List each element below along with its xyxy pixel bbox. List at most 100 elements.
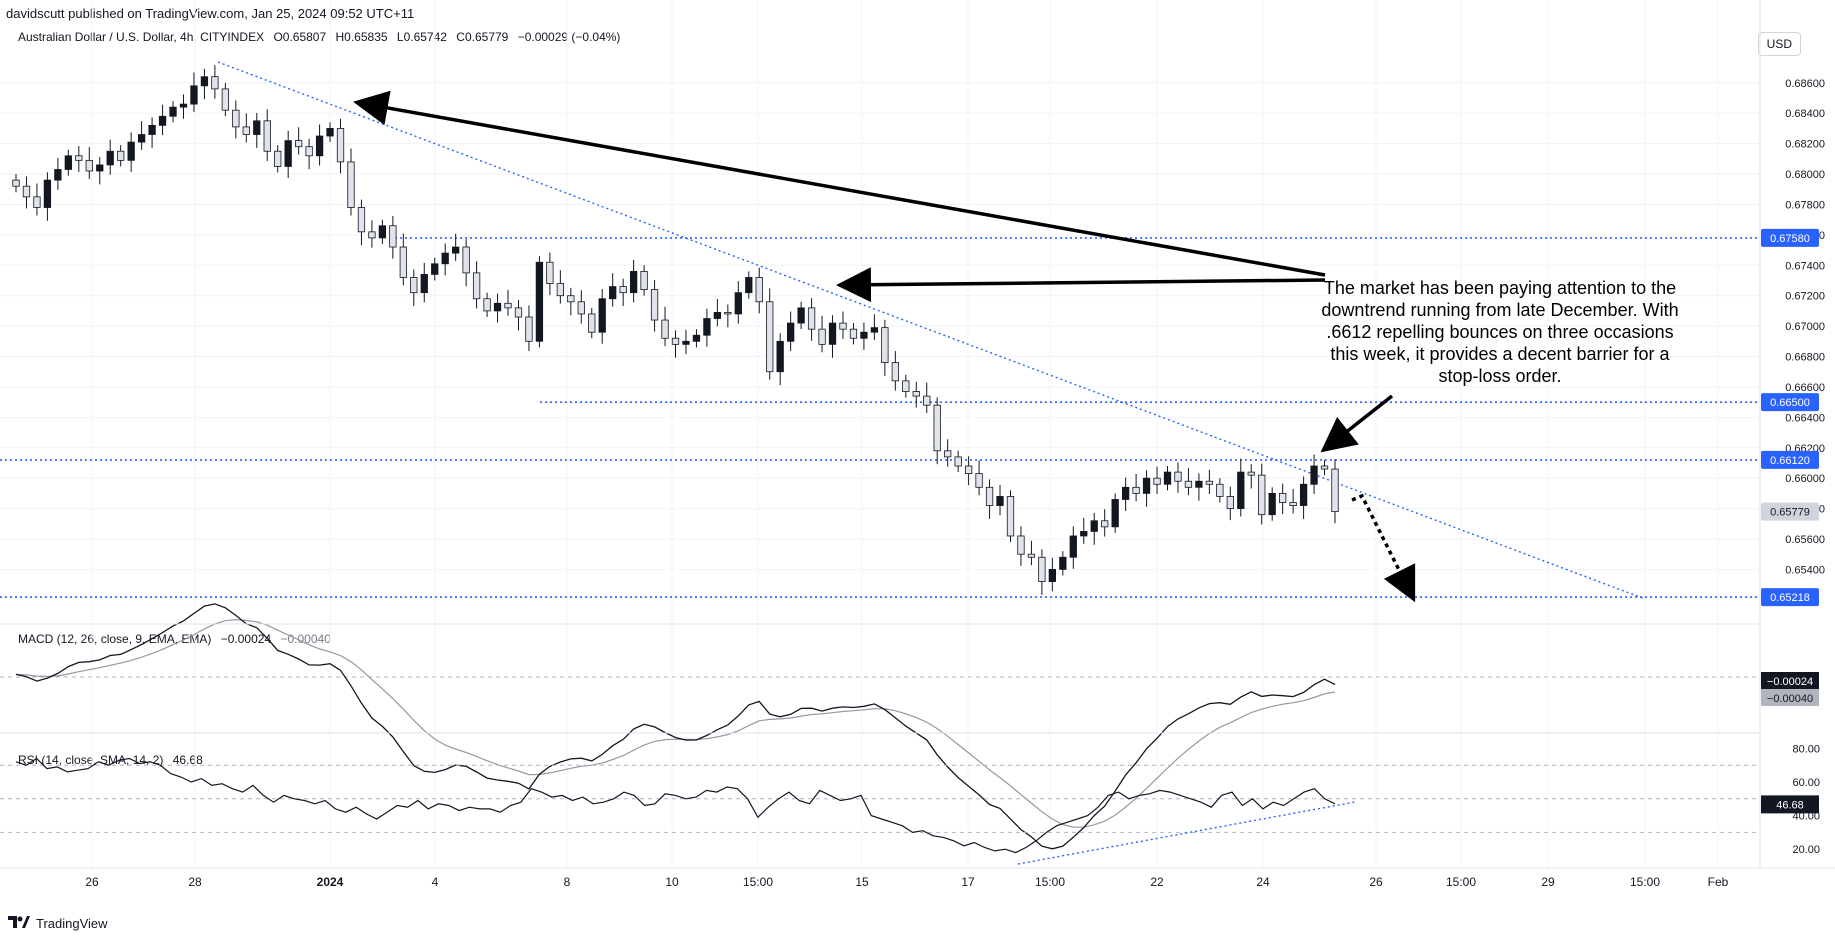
candle-body <box>598 298 606 333</box>
candle-body <box>755 277 763 303</box>
candle-body <box>347 161 355 208</box>
candle-body <box>357 207 366 233</box>
level-label: 0.66120 <box>1770 455 1810 467</box>
candle-body <box>117 150 125 161</box>
macd-axis-value: −0.00024 <box>1767 676 1813 688</box>
price-tick: 0.68000 <box>1785 169 1825 181</box>
time-tick: 15:00 <box>1630 875 1660 889</box>
time-tick: 24 <box>1256 875 1270 889</box>
chart-canvas[interactable]: 0.686000.684000.682000.680000.678000.676… <box>0 0 1835 900</box>
candle-body <box>1310 465 1318 485</box>
candle-body <box>1299 483 1308 506</box>
candle-body <box>43 179 52 208</box>
candle-body <box>1111 499 1119 528</box>
candle-body <box>1226 496 1234 509</box>
candle-body <box>1080 531 1088 537</box>
candle-body <box>462 246 470 274</box>
candle-body <box>137 134 146 143</box>
candle-body <box>1205 480 1214 485</box>
candle-body <box>389 225 397 248</box>
macd-signal-line <box>15 618 1336 828</box>
symbol-name[interactable]: Australian Dollar / U.S. Dollar, 4h, CIT… <box>18 30 265 44</box>
macd-legend: MACD (12, 26, close, 9, EMA, EMA) −0.000… <box>18 632 331 646</box>
rsi-axis-value: 46.68 <box>1776 799 1804 811</box>
candle-body <box>1069 535 1077 558</box>
candle-body <box>169 106 177 117</box>
candle-body <box>807 307 816 330</box>
candle-body <box>1017 535 1025 555</box>
candle-body <box>912 391 920 397</box>
time-tick: 2024 <box>317 875 344 889</box>
price-tick: 0.65400 <box>1785 564 1825 576</box>
candle-body <box>1258 474 1266 516</box>
candle-body <box>1216 483 1224 497</box>
candle-body <box>368 231 376 239</box>
candle-body <box>1142 477 1151 494</box>
candle-body <box>1059 556 1067 570</box>
arrow-to-first-high <box>353 90 1326 277</box>
candle-body <box>828 322 837 345</box>
candle-body <box>263 120 271 152</box>
candle-body <box>294 140 303 148</box>
candle-body <box>1174 471 1182 482</box>
price-tick: 0.66400 <box>1785 412 1825 424</box>
candle-body <box>1121 486 1130 500</box>
price-legend: Australian Dollar / U.S. Dollar, 4h, CIT… <box>18 30 620 44</box>
candle-body <box>221 88 230 111</box>
candle-body <box>1006 496 1015 537</box>
candle-body <box>577 301 585 315</box>
price-tick: 0.66800 <box>1785 352 1825 364</box>
candle-body <box>640 270 648 291</box>
price-tick: 0.68400 <box>1785 108 1825 120</box>
publisher-line: davidscutt published on TradingView.com,… <box>6 6 415 21</box>
candle-body <box>33 196 41 208</box>
candle-body <box>546 261 554 284</box>
candle-body <box>452 246 460 254</box>
candle-body <box>378 225 387 239</box>
rsi-label[interactable]: RSI (14, close, SMA, 14, 2) <box>18 753 164 767</box>
candle-body <box>305 146 313 157</box>
tradingview-logo-icon <box>8 915 30 931</box>
macd-signal-value: −0.00040 <box>280 632 331 646</box>
time-tick: 26 <box>1369 875 1383 889</box>
candle-body <box>315 135 324 157</box>
horizontal-levels <box>0 237 1760 598</box>
macd-label[interactable]: MACD (12, 26, close, 9, EMA, EMA) <box>18 632 212 646</box>
candle-body <box>75 155 83 161</box>
level-label: 0.65218 <box>1770 592 1810 604</box>
level-label: 0.66500 <box>1770 397 1810 409</box>
candle-body <box>996 496 1004 506</box>
price-tick: 0.66600 <box>1785 382 1825 394</box>
candle-body <box>933 404 941 452</box>
candle-body <box>588 313 596 333</box>
candle-body <box>514 307 523 318</box>
currency-button[interactable]: USD <box>1757 32 1801 56</box>
annotation-text: The market has been paying attention to … <box>1321 278 1679 386</box>
candle-body <box>1038 556 1046 582</box>
ohlc-low: L0.65742 <box>396 30 447 44</box>
candle-body <box>713 312 722 319</box>
candle-body <box>441 252 449 265</box>
candle-body <box>860 331 868 339</box>
time-tick: 22 <box>1150 875 1164 889</box>
candle-body <box>158 115 167 126</box>
candle-body <box>629 270 638 294</box>
brand[interactable]: TradingView <box>8 915 108 931</box>
level-label-bg <box>1761 450 1819 469</box>
candle-body <box>954 456 962 467</box>
candle-body <box>1101 520 1109 528</box>
candle-body <box>849 328 858 339</box>
candle-body <box>766 301 774 373</box>
price-tick: 0.67800 <box>1785 199 1825 211</box>
price-tick: 0.68200 <box>1785 139 1825 151</box>
time-tick: 17 <box>961 875 975 889</box>
candle-body <box>410 277 418 294</box>
rsi-tick: 60.00 <box>1792 777 1820 789</box>
candle-body <box>64 155 72 170</box>
candle-body <box>797 307 805 324</box>
macd-signal-axis-value: −0.00040 <box>1767 693 1813 705</box>
candle-body <box>1090 520 1098 532</box>
candle-body <box>985 486 994 506</box>
candle-body <box>431 263 439 275</box>
rsi-tick: 20.00 <box>1792 844 1820 856</box>
